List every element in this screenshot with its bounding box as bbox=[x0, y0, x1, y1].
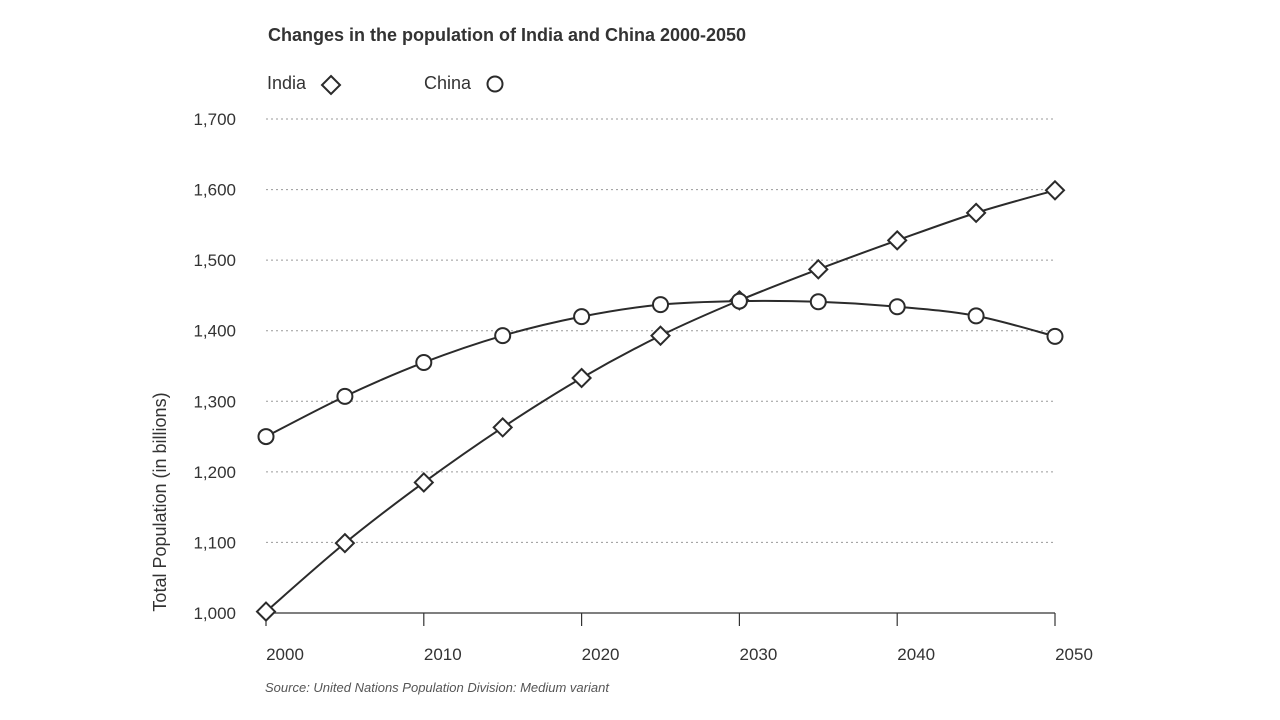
data-point-china bbox=[967, 307, 985, 325]
x-tick-label: 2050 bbox=[1055, 645, 1093, 664]
legend-label-china: China bbox=[424, 73, 472, 93]
y-tick-label: 1,100 bbox=[193, 533, 236, 552]
data-point-china bbox=[1046, 327, 1064, 345]
series-line-china bbox=[265, 299, 1056, 438]
x-tick-label: 2000 bbox=[266, 645, 304, 664]
legend-circle-icon bbox=[486, 75, 504, 93]
data-point-china bbox=[494, 327, 512, 345]
data-point-india bbox=[334, 532, 356, 554]
data-point-china bbox=[336, 387, 354, 405]
y-axis-tick-labels: 1,000 1,100 1,200 1,300 1,400 1,500 1,600 1,700 bbox=[193, 110, 236, 623]
x-tick-label: 2010 bbox=[424, 645, 462, 664]
y-tick-label: 1,400 bbox=[193, 322, 236, 341]
y-tick-label: 1,500 bbox=[193, 251, 236, 270]
data-point-china bbox=[730, 292, 748, 310]
data-point-india bbox=[807, 258, 829, 280]
data-point-china bbox=[573, 308, 591, 326]
data-point-india bbox=[650, 325, 671, 347]
y-tick-label: 1,700 bbox=[193, 110, 236, 129]
x-tick-label: 2020 bbox=[582, 645, 620, 664]
data-point-china bbox=[888, 298, 906, 316]
data-point-china bbox=[257, 428, 275, 446]
chart-title: Changes in the population of India and C… bbox=[268, 25, 746, 45]
data-point-india bbox=[886, 229, 908, 251]
data-point-india bbox=[413, 472, 435, 493]
data-point-india bbox=[1044, 179, 1066, 201]
data-point-china bbox=[809, 293, 827, 311]
data-point-china bbox=[415, 353, 433, 371]
y-tick-label: 1,300 bbox=[193, 392, 236, 411]
x-axis-tick-labels: 2000 2010 2020 2030 2040 2050 bbox=[266, 645, 1093, 664]
legend-diamond-icon bbox=[320, 74, 342, 96]
gridlines bbox=[266, 118, 1055, 543]
y-axis-label: Total Population (in billions) bbox=[150, 392, 170, 611]
source-note: Source: United Nations Population Divisi… bbox=[265, 680, 610, 695]
x-axis bbox=[265, 612, 1056, 626]
legend: India China bbox=[267, 73, 504, 96]
data-point-china bbox=[652, 296, 669, 314]
data-point-india bbox=[965, 202, 987, 224]
series-china bbox=[257, 292, 1064, 446]
data-point-india bbox=[255, 601, 277, 623]
x-tick-label: 2030 bbox=[739, 645, 777, 664]
x-tick-label: 2040 bbox=[897, 645, 935, 664]
y-tick-label: 1,600 bbox=[193, 181, 236, 200]
data-point-india bbox=[571, 367, 593, 389]
data-series bbox=[255, 179, 1066, 623]
legend-label-india: India bbox=[267, 73, 307, 93]
y-tick-label: 1,000 bbox=[193, 604, 236, 623]
y-tick-label: 1,200 bbox=[193, 463, 236, 482]
data-point-india bbox=[492, 416, 514, 438]
